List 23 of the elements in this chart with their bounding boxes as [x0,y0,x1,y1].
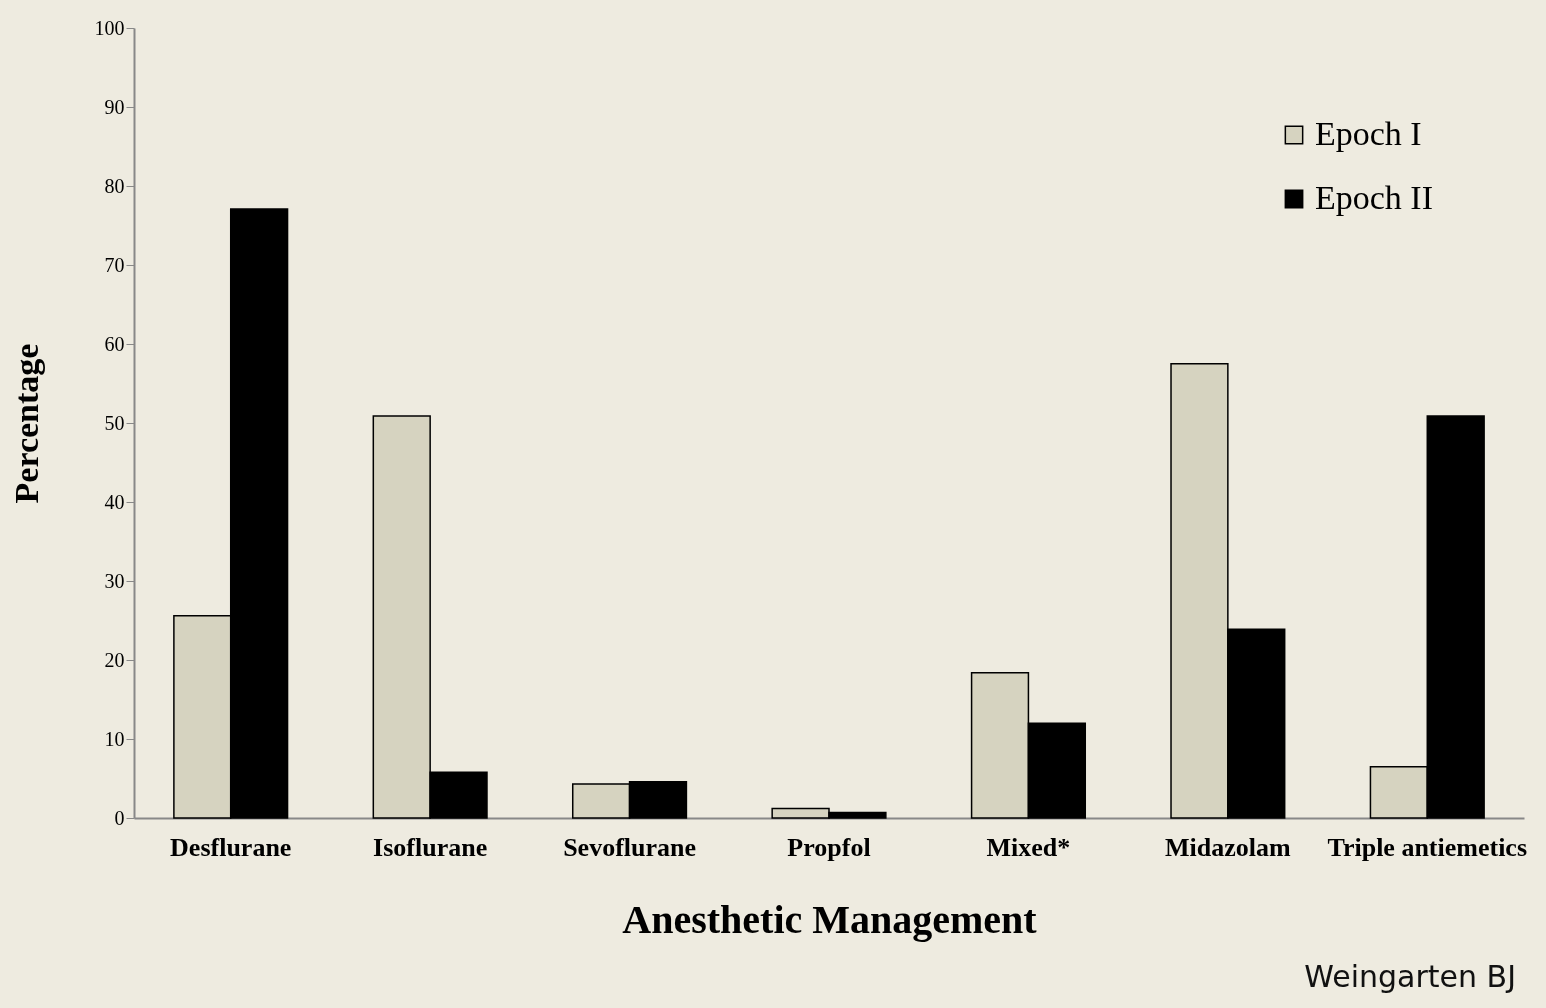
y-tick-label: 80 [104,174,125,197]
y-tick-label: 60 [104,332,125,355]
legend-label: Epoch II [1315,179,1434,216]
x-tick-label: Desflurane [170,832,292,862]
x-tick-label: Propfol [787,832,871,862]
y-axis-title: Percentage [7,343,45,504]
y-tick-label: 40 [104,490,125,513]
x-tick-label: Triple antiemetics [1327,832,1528,862]
x-tick-label: Sevoflurane [563,832,697,862]
y-tick-label: 20 [104,648,125,671]
y-tick-label: 10 [104,727,125,750]
legend-label: Epoch I [1315,115,1422,152]
y-tick-label: 50 [104,411,125,434]
y-tick-label: 30 [104,569,125,592]
y-tick-label: 100 [94,16,125,39]
y-tick-label: 90 [104,95,125,118]
x-tick-label: Midazolam [1165,832,1292,862]
x-axis-title: Anesthetic Management [622,896,1038,942]
y-tick-label: 0 [114,806,125,829]
x-tick-label: Isoflurane [373,832,488,862]
text: Weingarten BJ [1304,959,1516,994]
y-tick-label: 70 [104,253,125,276]
x-tick-label: Mixed* [986,832,1071,862]
